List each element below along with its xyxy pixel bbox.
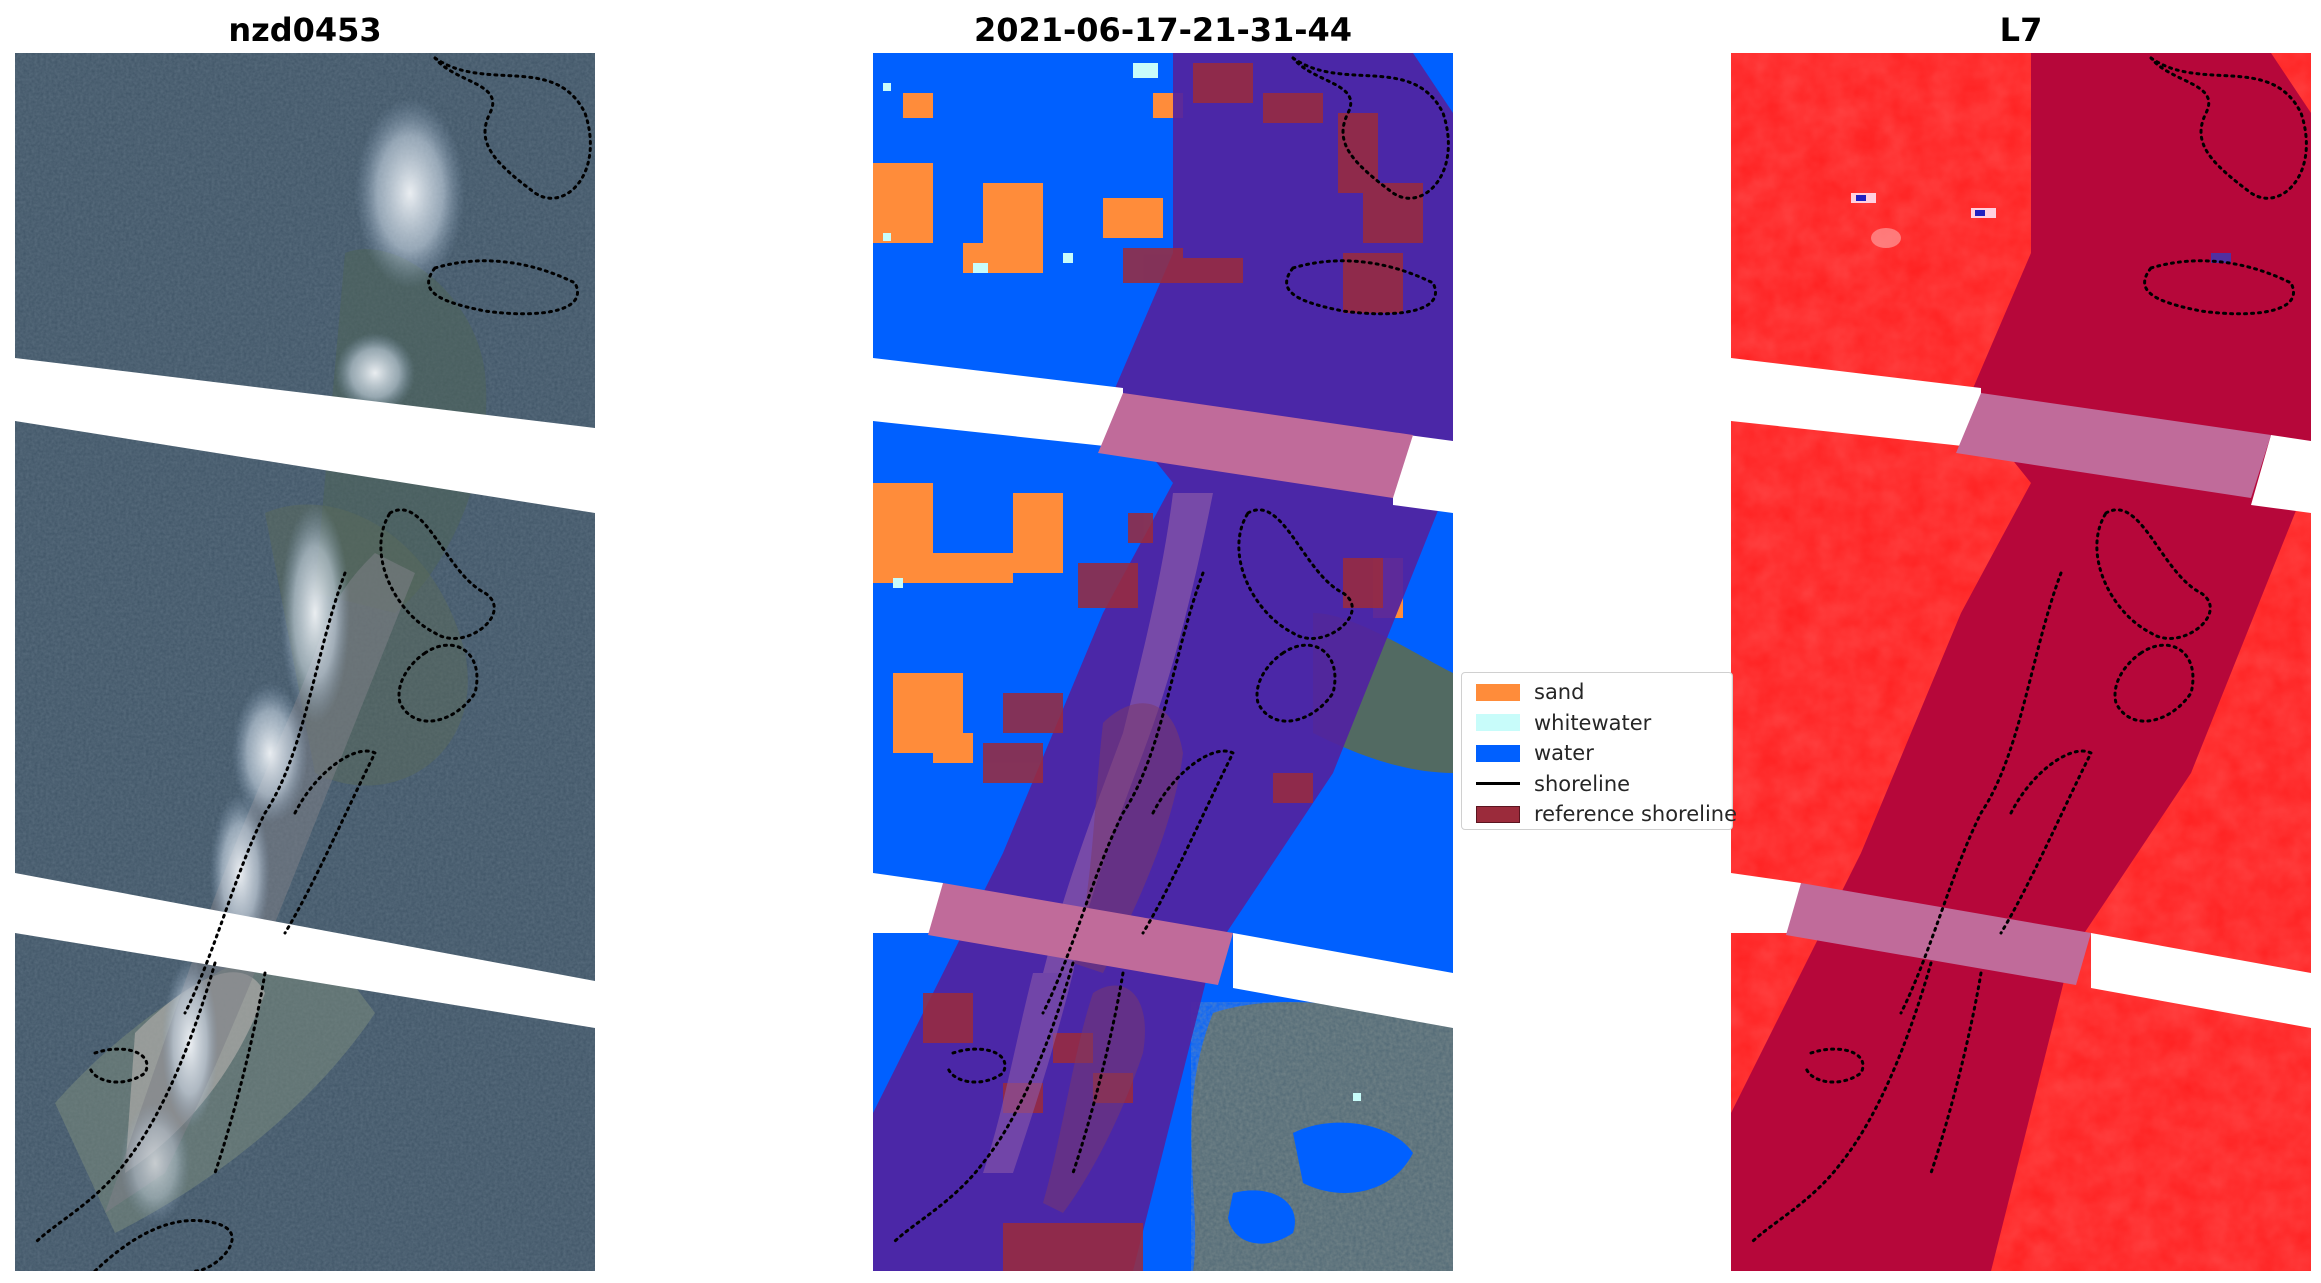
legend-swatch-shoreline <box>1476 782 1520 786</box>
legend-label-sand: sand <box>1534 680 1585 705</box>
legend-item-shoreline: shoreline <box>1462 769 1732 800</box>
legend-item-whitewater: whitewater <box>1462 708 1732 739</box>
l7-image-panel <box>1731 53 2311 1271</box>
legend-item-reference-shoreline: reference shoreline <box>1462 799 1737 830</box>
legend-swatch-water <box>1476 744 1520 762</box>
panel-title-l7: L7 <box>1999 11 2043 49</box>
classified-image-panel <box>873 53 1453 1271</box>
legend: sand whitewater water shoreline referenc… <box>1461 672 1737 830</box>
satellite-image <box>15 53 595 1271</box>
legend-swatch-sand <box>1476 683 1520 701</box>
legend-label-shoreline: shoreline <box>1534 771 1631 796</box>
legend-swatch-whitewater <box>1476 714 1520 732</box>
legend-label-reference-shoreline: reference shoreline <box>1534 802 1738 827</box>
satellite-image-panel <box>15 53 595 1271</box>
panel-title-imagery: nzd0453 <box>228 11 382 49</box>
classified-image <box>873 53 1453 1271</box>
legend-item-sand: sand <box>1462 677 1732 708</box>
legend-item-water: water <box>1462 738 1732 769</box>
legend-label-water: water <box>1534 741 1594 766</box>
panel-title-classified: 2021-06-17-21-31-44 <box>973 11 1353 49</box>
legend-swatch-reference-shoreline <box>1476 805 1520 823</box>
legend-label-whitewater: whitewater <box>1534 710 1652 735</box>
l7-image <box>1731 53 2311 1271</box>
